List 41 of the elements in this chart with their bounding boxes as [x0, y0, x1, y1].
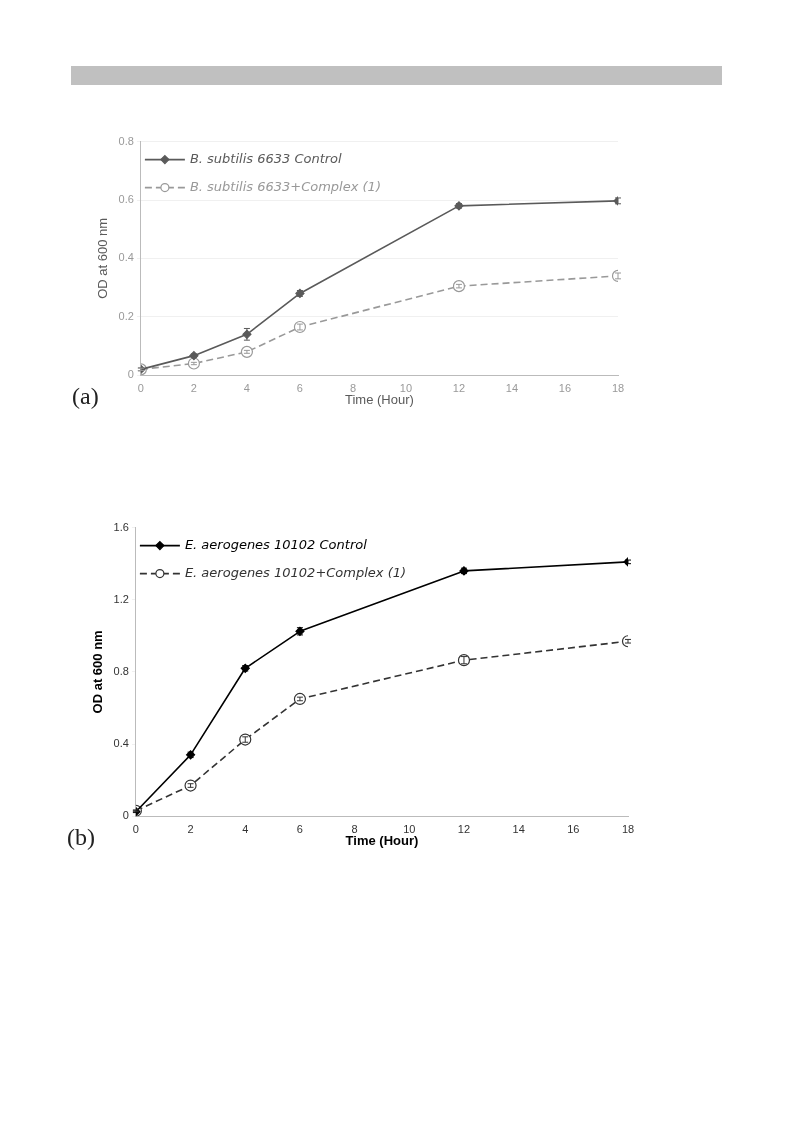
y-axis-title: OD at 600 nm	[90, 630, 106, 714]
x-tick-label: 16	[558, 381, 572, 394]
x-tick-label: 6	[296, 381, 303, 394]
x-tick-label: 14	[505, 381, 519, 394]
x-tick-label: 18	[611, 381, 625, 394]
y-tick-label: 0	[122, 809, 129, 822]
y-tick-label: 0.4	[113, 737, 129, 750]
x-tick-label: 10	[399, 381, 413, 394]
x-tick-label: 10	[403, 822, 416, 835]
x-tick-label: 6	[296, 822, 303, 835]
x-tick-label: 14	[512, 822, 525, 835]
legend-label: E. aerogenes 10102+Complex (1)	[184, 564, 407, 580]
y-tick-label: 0.8	[118, 134, 134, 147]
x-tick-label: 2	[190, 381, 197, 394]
x-tick-label: 4	[243, 381, 250, 394]
x-tick-label: 0	[137, 381, 144, 394]
x-tick-label: 16	[567, 822, 580, 835]
y-axis-title: OD at 600 nm	[95, 217, 111, 299]
y-tick-label: 0	[127, 368, 134, 381]
x-tick-label: 8	[351, 822, 358, 835]
legend-label: B. subtilis 6633+Complex (1)	[189, 178, 381, 194]
text: (b)	[67, 824, 95, 851]
x-axis-title: Time (Hour)	[345, 832, 419, 848]
x-tick-label: 12	[452, 381, 466, 394]
y-tick-label: 1.6	[113, 520, 129, 533]
point	[184, 779, 197, 792]
x-tick-label: 18	[621, 822, 635, 835]
legend-label: E. aerogenes 10102 Control	[184, 536, 368, 552]
x-tick-label: 12	[457, 822, 471, 835]
x-tick-label: 8	[349, 381, 356, 394]
legend-label: B. subtilis 6633 Control	[189, 150, 343, 166]
y-tick-label: 1.2	[113, 592, 129, 605]
x-axis-title: Time (Hour)	[345, 391, 414, 407]
x-tick-label: 2	[187, 822, 194, 835]
text: (a)	[72, 383, 99, 410]
y-tick-label: 0.8	[113, 664, 129, 677]
y-tick-label: 0.6	[118, 193, 134, 206]
x-tick-label: 4	[242, 822, 249, 835]
y-tick-label: 0.4	[118, 251, 134, 264]
y-tick-label: 0.2	[118, 309, 134, 322]
point	[293, 692, 307, 706]
